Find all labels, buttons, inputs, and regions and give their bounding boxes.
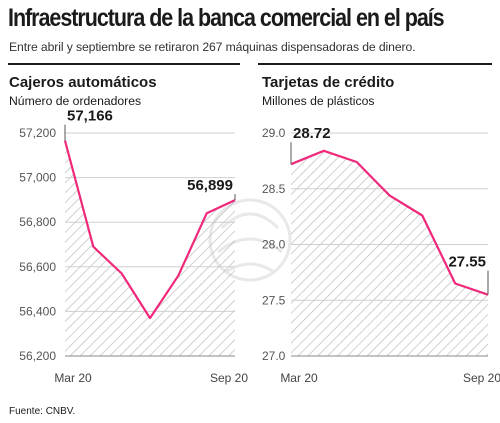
- tarjetas-series-line: [290, 149, 489, 296]
- right-chart-title: Tarjetas de crédito: [262, 74, 395, 91]
- tarjetas-y-tick-label: 28.5: [262, 182, 286, 196]
- left-chart-title: Cajeros automáticos: [9, 74, 157, 91]
- page-title: Infraestructura de la banca comercial en…: [8, 4, 445, 32]
- cajeros-data-label: 56,899: [187, 177, 233, 194]
- cajeros-y-tick-label: 57,000: [19, 171, 56, 185]
- source-note: Fuente: CNBV.: [9, 406, 76, 417]
- cajeros-area-fill: [65, 140, 235, 356]
- tarjetas-y-tick-label: 29.0: [262, 126, 286, 140]
- left-chart-unit: Número de ordenadores: [9, 94, 142, 108]
- cajeros-y-tick-label: 56,800: [19, 215, 56, 229]
- tarjetas-y-tick-label: 28.0: [262, 238, 286, 252]
- tarjetas-data-label: 28.72: [293, 125, 331, 142]
- chart-cajeros: 56,200 56,400 56,600 56,800 57,000 57,200 Mar …: [19, 108, 248, 385]
- cajeros-y-tick-label: 56,400: [19, 304, 56, 318]
- cajeros-x-tick-label: Mar 20: [54, 371, 92, 385]
- cajeros-x-tick-label: Sep 20: [210, 371, 248, 385]
- tarjetas-data-label: 27.55: [448, 254, 486, 271]
- tarjetas-y-tick-label: 27.5: [262, 293, 286, 307]
- right-panel-rule: [258, 63, 492, 65]
- cajeros-y-tick-label: 56,600: [19, 260, 56, 274]
- cajeros-y-tick-label: 56,200: [19, 349, 56, 363]
- chart-tarjetas: 27.0 27.5 28.0 28.5 29.0 Mar 20 Sep 20 28.72 27.…: [262, 125, 500, 385]
- tarjetas-area-fill: [291, 150, 488, 356]
- cajeros-series-line: [63, 140, 236, 320]
- tarjetas-x-tick-label: Sep 20: [463, 371, 500, 385]
- right-chart-unit: Millones de plásticos: [262, 94, 375, 108]
- tarjetas-x-tick-label: Mar 20: [280, 371, 318, 385]
- tarjetas-y-tick-label: 27.0: [262, 349, 286, 363]
- left-panel-rule: [8, 63, 240, 65]
- page-subtitle: Entre abril y septiembre se retiraron 26…: [9, 40, 416, 54]
- cajeros-y-tick-label: 57,200: [19, 126, 56, 140]
- cajeros-data-label: 57,166: [67, 108, 113, 125]
